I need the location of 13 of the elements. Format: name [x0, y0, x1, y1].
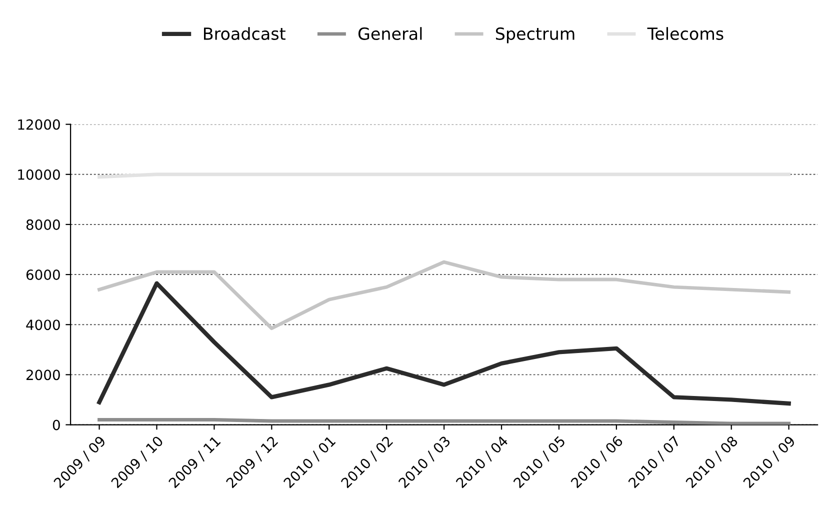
legend-label: Broadcast — [204, 27, 286, 40]
line-series — [98, 260, 791, 330]
y-tick-label: 2000 — [26, 370, 60, 380]
y-tick-label: 10000 — [18, 169, 60, 180]
line-series — [97, 281, 791, 406]
y-tick-label: 4000 — [26, 320, 60, 330]
legend-label: General — [358, 27, 422, 40]
legend-label: Telecoms — [647, 27, 724, 40]
y-tick-label: 6000 — [26, 270, 60, 280]
y-tick-label: 8000 — [26, 219, 60, 230]
y-tick-label: 0 — [52, 420, 60, 430]
y-tick-label: 12000 — [18, 119, 60, 130]
legend-label: Spectrum — [496, 27, 574, 44]
